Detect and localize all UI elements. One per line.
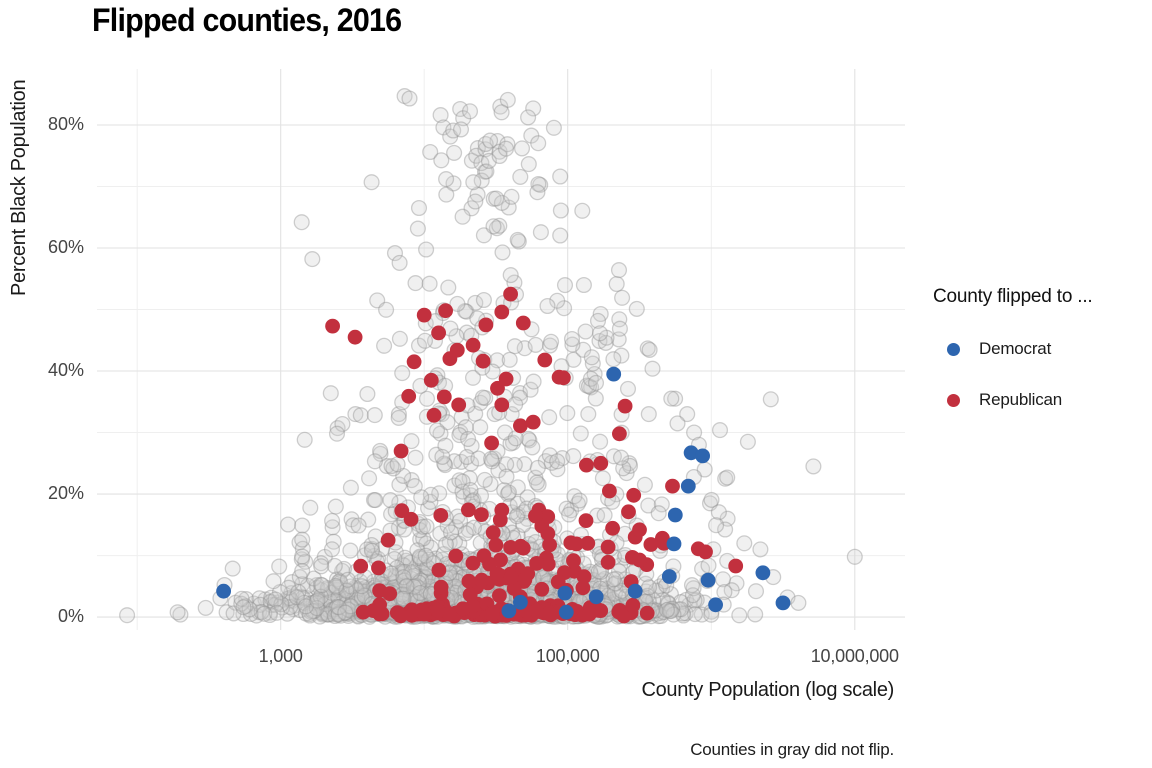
legend-item-democrat: Democrat <box>933 339 1093 359</box>
series-republican-points <box>325 286 744 624</box>
y-tick-label: 60% <box>47 237 84 257</box>
x-tick-label: 100,000 <box>535 646 600 666</box>
series-democrat-points <box>216 366 791 620</box>
caption: Counties in gray did not flip. <box>690 740 894 759</box>
democrat-dot-icon <box>947 342 960 356</box>
y-tick-label: 20% <box>47 483 84 504</box>
y-axis-title: Percent Black Population <box>8 79 30 296</box>
legend-item-label: Republican <box>979 390 1063 409</box>
y-tick-label: 80% <box>47 113 84 134</box>
legend: County flipped to ... Democrat Republica… <box>933 286 1093 410</box>
legend-title: County flipped to ... <box>933 286 1093 307</box>
y-tick-label: 40% <box>47 360 84 381</box>
x-tick-label: 1,000 <box>258 646 303 666</box>
chart-title: Flipped counties, 2016 <box>92 2 402 38</box>
x-tick-label: 10,000,000 <box>810 646 899 666</box>
legend-item-label: Democrat <box>979 339 1052 358</box>
republican-dot-icon <box>947 393 960 407</box>
y-tick-label: 0% <box>57 606 84 627</box>
x-axis-title: County Population (log scale) <box>641 679 894 701</box>
legend-item-republican: Republican <box>933 390 1093 410</box>
